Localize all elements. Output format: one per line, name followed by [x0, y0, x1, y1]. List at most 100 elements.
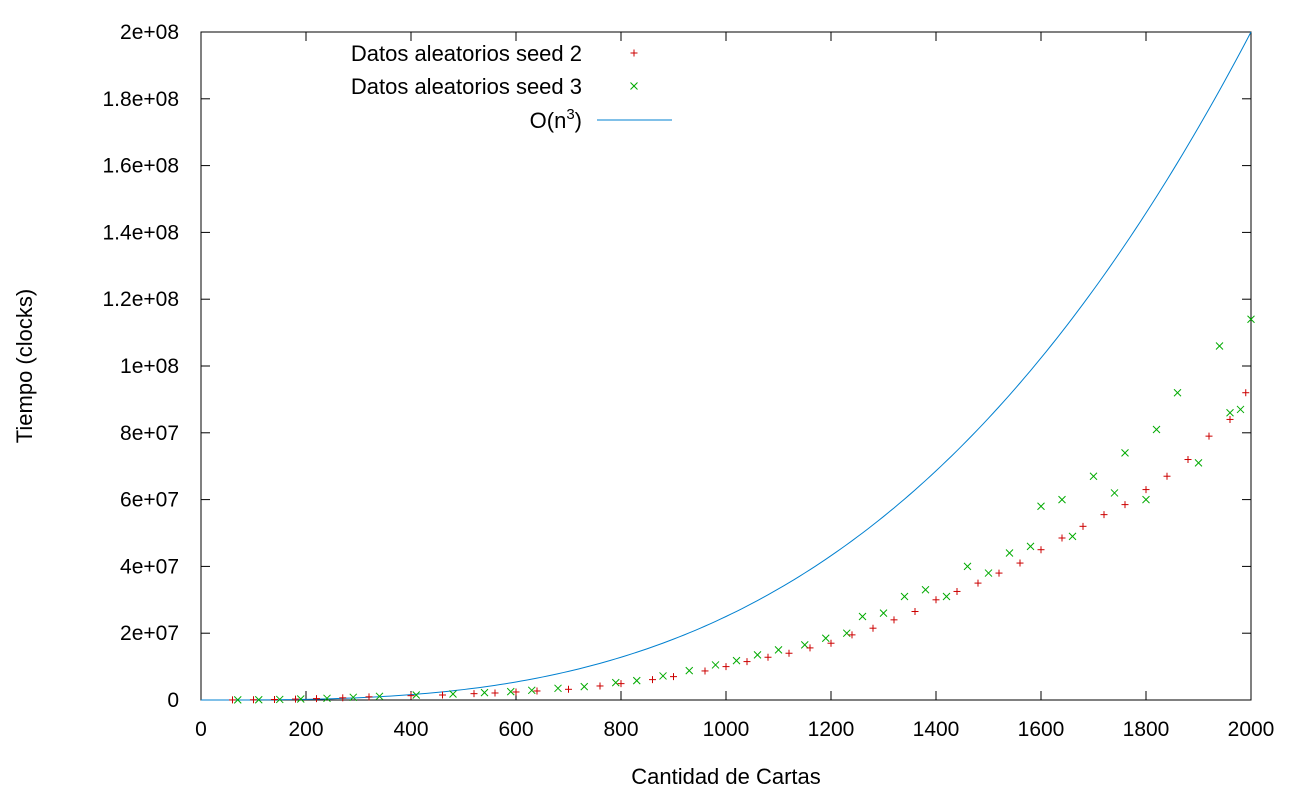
point-seed-3	[1089, 472, 1098, 481]
cross-b	[1068, 532, 1077, 541]
legend-marks	[597, 49, 672, 121]
point-seed-2	[932, 596, 940, 604]
point-seed-2	[890, 616, 898, 624]
point-seed-3	[412, 691, 421, 699]
point-seed-2	[617, 680, 625, 688]
point-seed-2	[869, 624, 877, 632]
point-seed-2	[339, 694, 347, 702]
point-seed-3	[732, 656, 741, 665]
point-seed-2	[995, 569, 1003, 577]
cross-b	[480, 688, 489, 697]
point-seed-2	[1184, 456, 1192, 464]
point-seed-3	[1110, 489, 1119, 497]
legend-label-seed-3: Datos aleatorios seed 3	[351, 74, 582, 99]
cross-b	[1026, 542, 1035, 551]
point-seed-2	[722, 663, 730, 671]
y-tick-label: 0	[167, 689, 179, 712]
cross-b	[1215, 342, 1224, 350]
point-seed-3	[1152, 425, 1161, 434]
point-seed-2	[439, 691, 446, 699]
point-seed-3	[506, 687, 515, 696]
y-axis-label: Tiempo (clocks)	[12, 289, 37, 443]
point-seed-3	[296, 695, 305, 703]
point-seed-2	[365, 693, 373, 701]
legend-label-on3: O(n3)	[530, 106, 582, 133]
point-seed-2	[512, 688, 520, 696]
axis-ticks	[200, 31, 1252, 701]
point-seed-3	[1037, 502, 1045, 511]
point-seed-2	[848, 631, 856, 639]
point-seed-3	[1026, 542, 1035, 551]
cross-b	[900, 592, 909, 601]
point-seed-3	[842, 629, 851, 638]
cross-b	[800, 641, 809, 649]
point-seed-2	[764, 653, 772, 661]
y-tick-label: 2e+07	[120, 622, 179, 645]
cross-b	[774, 646, 783, 654]
cross-b	[984, 569, 993, 577]
cross-b	[1037, 502, 1045, 511]
point-seed-3	[659, 672, 667, 680]
cross-b	[1236, 405, 1245, 414]
legend-label-on3-suffix: )	[575, 108, 582, 133]
point-seed-2	[250, 696, 257, 704]
cross-b	[1005, 549, 1014, 557]
point-seed-2	[271, 695, 278, 703]
point-seed-3	[921, 585, 930, 594]
cross-b	[375, 692, 384, 701]
cross-b	[842, 629, 851, 638]
point-seed-2	[1142, 486, 1150, 494]
x-tick-label: 400	[393, 718, 428, 741]
cross-b	[580, 682, 589, 691]
y-tick-label: 4e+07	[120, 555, 179, 578]
point-seed-3	[821, 634, 830, 643]
plot-frame	[200, 31, 1252, 701]
cross-b	[942, 592, 951, 601]
point-seed-3	[753, 651, 762, 659]
x-tick-label: 1600	[1018, 718, 1065, 741]
point-seed-2	[785, 649, 793, 657]
legend-label-on3-sup: 3	[566, 106, 574, 123]
point-seed-2	[827, 639, 835, 647]
cross-b	[1194, 459, 1203, 467]
cross-b	[1173, 388, 1182, 397]
point-seed-2	[701, 667, 709, 675]
point-seed-2	[743, 658, 751, 666]
x-tick-label: 1400	[913, 718, 960, 741]
cross-b	[630, 82, 638, 90]
point-seed-3	[554, 684, 562, 693]
y-tick-label: 8e+07	[120, 422, 179, 445]
point-seed-3	[1058, 495, 1066, 504]
cross-b	[1142, 495, 1150, 504]
y-tick-label: 6e+07	[120, 489, 179, 512]
point-seed-2	[1242, 389, 1250, 397]
x-tick-label: 1200	[808, 718, 855, 741]
point-seed-3	[685, 666, 694, 675]
point-seed-3	[611, 678, 620, 687]
point-seed-3	[527, 686, 536, 695]
x-tick-label: 600	[498, 718, 533, 741]
cross-b	[611, 678, 620, 687]
cross-b	[921, 585, 930, 594]
cross-b	[711, 661, 720, 669]
x-tick-label: 1000	[703, 718, 750, 741]
point-seed-2	[1163, 472, 1171, 480]
point-seed-2	[1016, 559, 1024, 567]
cross-b	[296, 695, 305, 703]
cross-b	[1121, 448, 1129, 457]
cross-b	[879, 609, 888, 618]
point-seed-3	[1142, 495, 1150, 504]
cross-b	[1226, 408, 1234, 417]
x-tick-label: 1800	[1123, 718, 1170, 741]
point-seed-2	[1058, 534, 1066, 542]
cross-b	[506, 687, 515, 696]
cross-b	[349, 693, 358, 702]
cross-b	[412, 691, 421, 699]
tick-labels: 0 200 400 600 800 1000 1200 1400 1600 1800 2000 0 2e…	[103, 21, 1275, 741]
point-seed-2	[229, 696, 236, 704]
point-seed-2	[911, 607, 919, 615]
point-seed-2	[1205, 432, 1213, 440]
point-seed-2	[670, 673, 677, 681]
point-seed-2	[533, 687, 541, 695]
point-seed-2	[565, 685, 572, 693]
